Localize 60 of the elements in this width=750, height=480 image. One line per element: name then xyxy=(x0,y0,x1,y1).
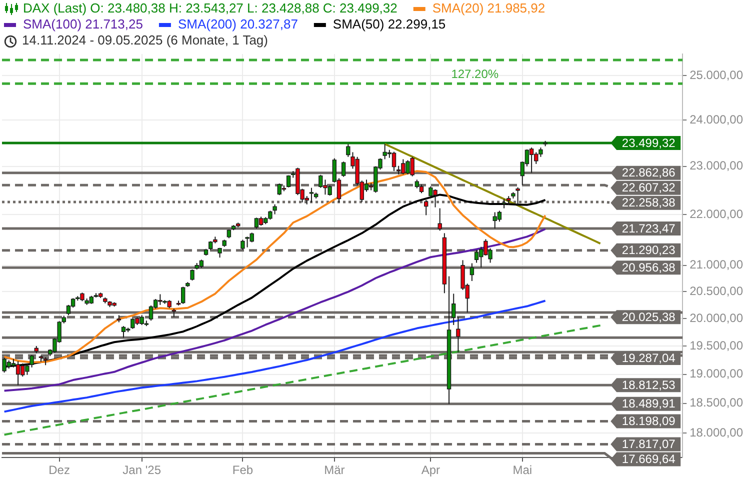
ref-line-label: 21.723,47 xyxy=(622,221,676,236)
candlestick xyxy=(456,316,460,353)
y-tick-label: 19.500,00 xyxy=(690,338,744,352)
ref-line-label: 17.817,07 xyxy=(622,437,676,452)
candlestick xyxy=(474,249,479,264)
x-tick-label: Mai xyxy=(512,463,532,478)
ref-line-label: 22.607,32 xyxy=(622,180,676,195)
ref-line-label: 19.287,04 xyxy=(622,350,676,365)
candlestick xyxy=(438,208,442,232)
ref-line-label: 18.489,91 xyxy=(622,396,676,411)
candlestick xyxy=(452,293,456,326)
ref-line-label: 21.290,23 xyxy=(622,243,676,258)
candlestick xyxy=(529,147,534,174)
candlestick xyxy=(424,199,428,216)
candlestick xyxy=(181,286,186,304)
annotation: 127.20% xyxy=(451,66,499,81)
x-tick-label: Mär xyxy=(324,463,345,478)
x-tick-label: Apr xyxy=(421,463,440,478)
y-tick-label: 23.000,00 xyxy=(690,158,744,173)
legend-label: DAX (Last) O: 23.480,38 H: 23.543,27 L: 23.428,88 C: 23.499,32 xyxy=(23,0,398,16)
candlestick xyxy=(240,239,245,250)
legend-label: SMA(20) 21.985,92 xyxy=(432,0,546,16)
candlestick xyxy=(497,210,502,222)
candlestick xyxy=(346,144,350,158)
legend-label: SMA(200) 20.327,87 xyxy=(178,16,298,32)
candlestick xyxy=(309,187,314,203)
candlestick xyxy=(190,268,194,281)
y-tick-label: 20.000,00 xyxy=(690,310,744,325)
ref-line-label: 18.198,09 xyxy=(622,414,676,428)
legend-label: SMA(50) 22.299,15 xyxy=(332,16,446,32)
y-tick-label: 25.000,00 xyxy=(690,68,744,82)
candlestick xyxy=(341,161,346,178)
x-tick-label: Dez xyxy=(48,463,70,478)
line-series xyxy=(3,324,602,436)
y-tick-label: 22.000,00 xyxy=(690,207,744,222)
legend-label: SMA(100) 21.713,25 xyxy=(23,16,143,32)
candlestick xyxy=(254,217,259,230)
candlestick xyxy=(121,326,126,338)
ref-line-label: 18.812,53 xyxy=(622,378,676,392)
x-tick-label: Jan '25 xyxy=(122,463,162,478)
x-tick-label: Feb xyxy=(232,463,254,478)
chart-subtitle: 14.11.2024 - 09.05.2025 (6 Monate, 1 Tag) xyxy=(22,32,268,48)
ref-line-label: 22.258,38 xyxy=(622,196,676,210)
candlestick xyxy=(16,360,20,386)
candlestick xyxy=(30,354,34,368)
y-tick-label: 18.000,00 xyxy=(690,425,744,440)
y-tick-label: 20.500,00 xyxy=(690,284,744,298)
y-tick-label: 19.000,00 xyxy=(690,366,744,381)
ref-line-label: 17.669,64 xyxy=(622,452,676,466)
candlestick xyxy=(272,204,277,215)
y-tick-label: 21.000,00 xyxy=(690,258,744,272)
y-tick-label: 24.000,00 xyxy=(690,112,744,126)
y-tick-label: 18.500,00 xyxy=(690,396,744,410)
ref-line-label: 20.956,38 xyxy=(622,260,676,274)
candlestick xyxy=(516,186,520,206)
candlestick xyxy=(470,262,474,282)
ref-line-label: 20.025,38 xyxy=(622,310,676,324)
candlestick xyxy=(392,151,396,172)
ref-line-label: 22.862,86 xyxy=(622,166,676,180)
ref-line-label: 23.499,32 xyxy=(622,136,676,150)
